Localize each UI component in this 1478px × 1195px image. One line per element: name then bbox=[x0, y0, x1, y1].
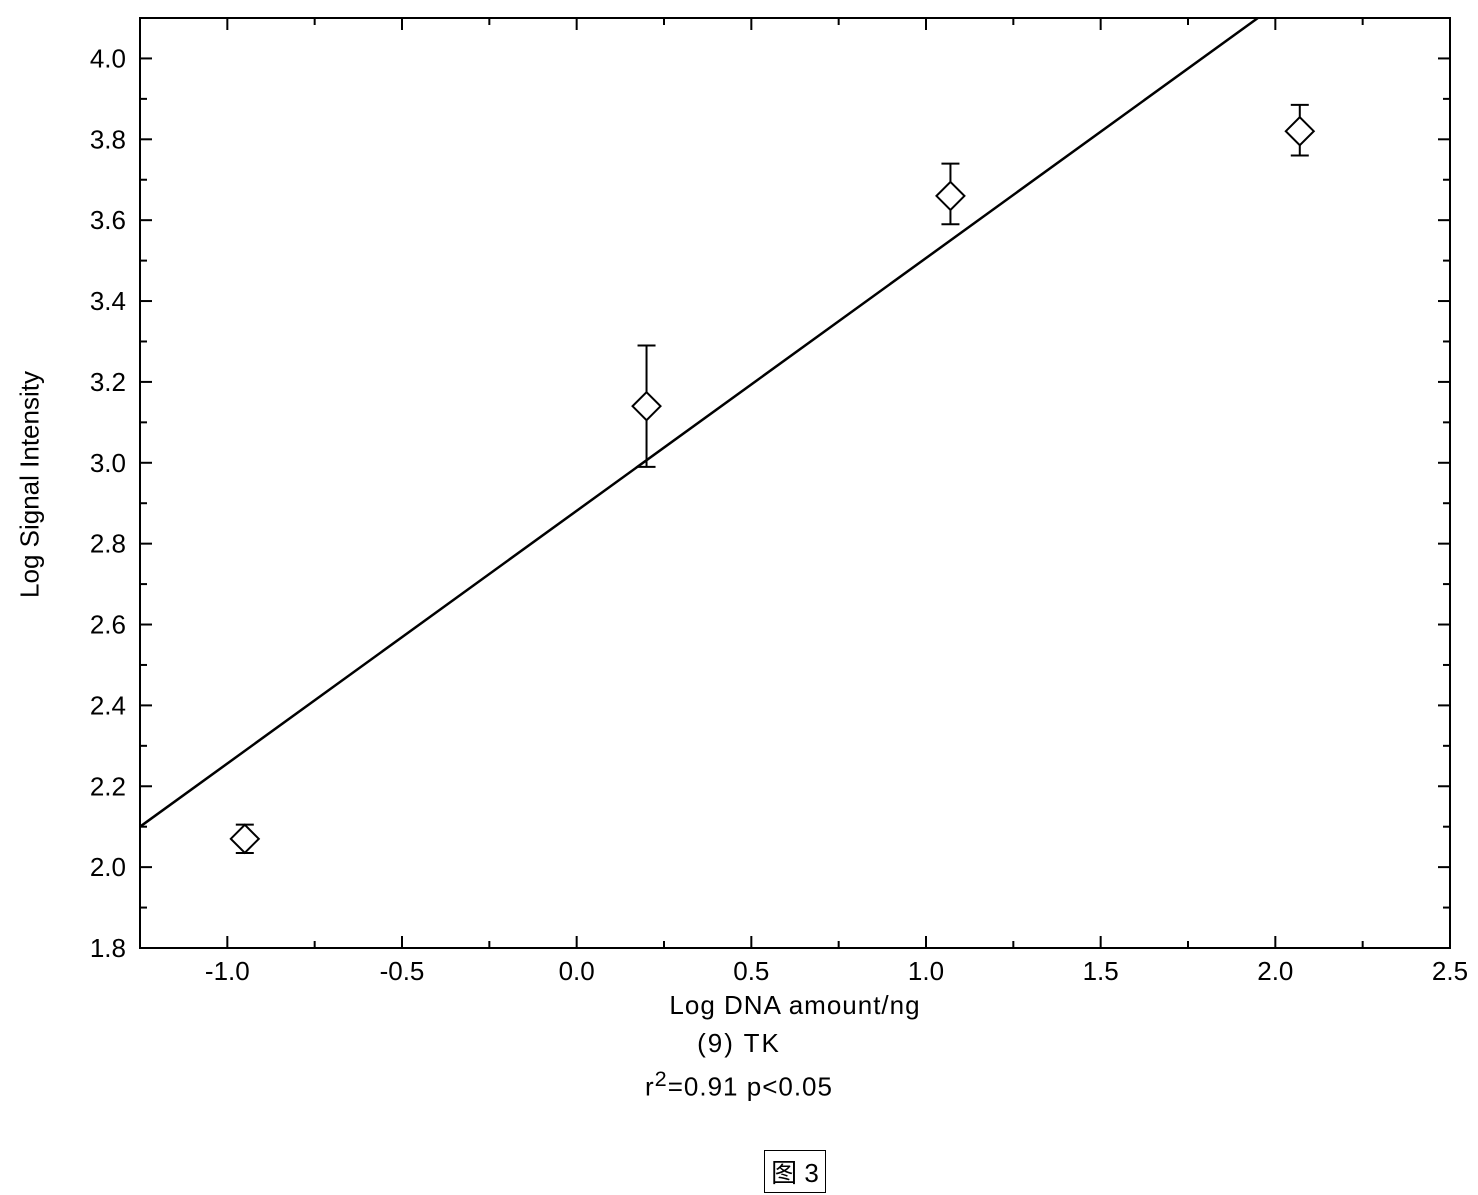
r-label: r bbox=[645, 1072, 655, 1102]
svg-text:2.5: 2.5 bbox=[1432, 956, 1468, 986]
stats-text: =0.91 p<0.05 bbox=[668, 1072, 833, 1102]
svg-text:0.0: 0.0 bbox=[559, 956, 595, 986]
svg-text:-0.5: -0.5 bbox=[380, 956, 425, 986]
svg-text:2.6: 2.6 bbox=[90, 610, 126, 640]
svg-text:2.2: 2.2 bbox=[90, 771, 126, 801]
svg-text:2.4: 2.4 bbox=[90, 690, 126, 720]
x-axis-label: Log DNA amount/ng bbox=[595, 990, 995, 1021]
svg-text:1.5: 1.5 bbox=[1083, 956, 1119, 986]
svg-text:0.5: 0.5 bbox=[733, 956, 769, 986]
svg-text:-1.0: -1.0 bbox=[205, 956, 250, 986]
figure-label-box: 图 3 bbox=[764, 1150, 826, 1193]
svg-text:3.8: 3.8 bbox=[90, 124, 126, 154]
svg-text:2.8: 2.8 bbox=[90, 529, 126, 559]
caption-line-2: r2=0.91 p<0.05 bbox=[0, 1066, 1478, 1103]
svg-text:3.0: 3.0 bbox=[90, 448, 126, 478]
figure-label: 图 3 bbox=[745, 1150, 845, 1193]
svg-text:4.0: 4.0 bbox=[90, 43, 126, 73]
svg-text:2.0: 2.0 bbox=[90, 852, 126, 882]
y-axis-label: Log Signal Intensity bbox=[15, 335, 46, 635]
svg-text:3.4: 3.4 bbox=[90, 286, 126, 316]
svg-text:1.0: 1.0 bbox=[908, 956, 944, 986]
svg-text:2.0: 2.0 bbox=[1257, 956, 1293, 986]
svg-text:3.6: 3.6 bbox=[90, 205, 126, 235]
svg-text:1.8: 1.8 bbox=[90, 933, 126, 963]
caption-line-1: (9) TK bbox=[0, 1028, 1478, 1059]
chart-container: -1.0 -0.5 0.0 0.5 1.0 1.5 2.0 2.5 1.8 2.0 2.2 2.4 2.… bbox=[0, 0, 1478, 1195]
svg-text:3.2: 3.2 bbox=[90, 367, 126, 397]
r-squared-sup: 2 bbox=[655, 1066, 668, 1091]
